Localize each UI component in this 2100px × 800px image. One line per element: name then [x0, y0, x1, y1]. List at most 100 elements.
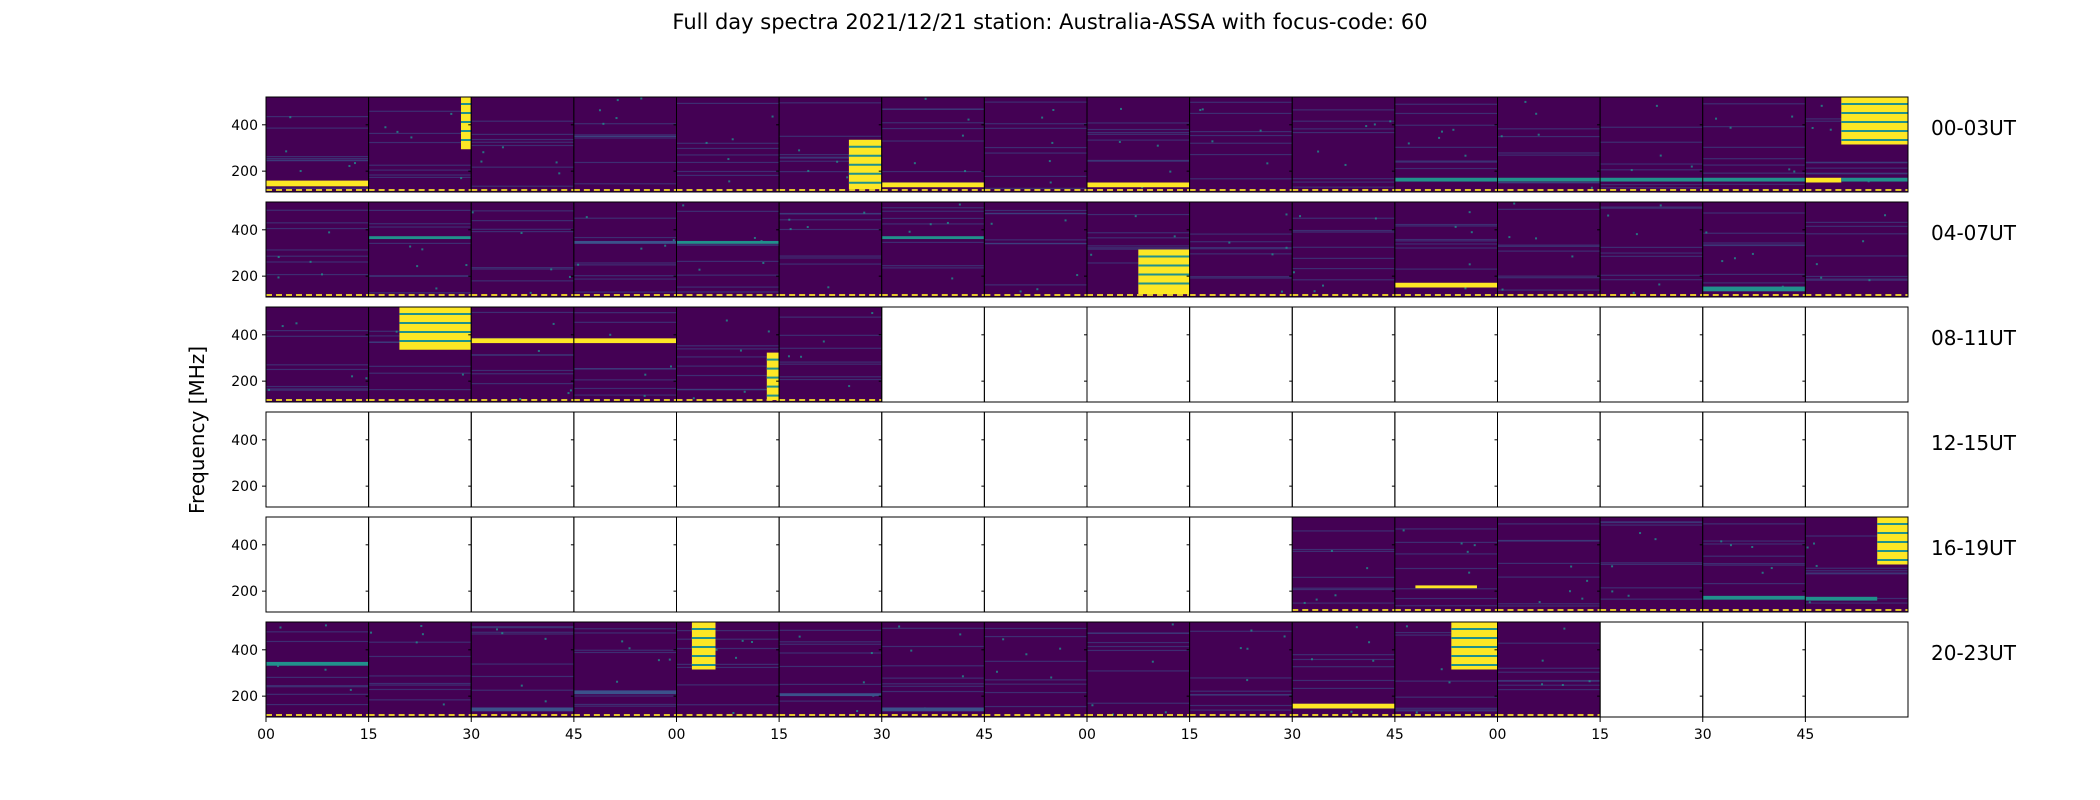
spectrum-noise-line	[1292, 654, 1395, 656]
spectrum-noise-line	[1292, 178, 1395, 180]
spectrum-speckle	[1259, 129, 1262, 132]
spectrum-background	[779, 307, 882, 402]
spectrum-speckle	[461, 373, 464, 376]
spectrum-panel	[570, 201, 677, 298]
spectrum-noise-line	[1292, 602, 1395, 604]
spectrum-speckle	[725, 319, 728, 322]
spectrum-noise-line	[1805, 279, 1908, 281]
spectrum-panel	[468, 201, 575, 298]
spectrum-panel	[265, 516, 370, 613]
panel-frame	[1804, 516, 1909, 613]
spectrum-speckle	[567, 392, 570, 395]
spectrum-panel	[468, 411, 575, 508]
spectrum-noise-line	[881, 685, 985, 687]
spectrum-noise-line	[676, 210, 780, 212]
spectrum-noise-line	[1292, 548, 1395, 551]
x-tick-label: 15	[1591, 727, 1609, 743]
spectrum-noise-line	[1394, 223, 1498, 226]
spectrum-signal	[1702, 595, 1806, 600]
spectrum-background	[1292, 97, 1395, 192]
spectrum-noise-line	[368, 164, 472, 166]
spectrum-band	[460, 139, 472, 141]
spectrum-speckle	[1571, 255, 1574, 258]
panel-frame	[881, 306, 985, 403]
chart-title: Full day spectra 2021/12/21 station: Aus…	[672, 10, 1428, 34]
spectrum-band	[766, 376, 780, 379]
spectrum-speckle	[1791, 115, 1794, 118]
spectrum-speckle	[321, 273, 324, 276]
spectrum-noise-line	[1394, 709, 1498, 711]
spectrum-noise-line	[1394, 597, 1498, 600]
spectrum-noise-line	[779, 700, 882, 702]
spectrum-noise-line	[471, 228, 574, 230]
spectrum-background	[1805, 202, 1908, 297]
spectrum-noise-line	[1600, 169, 1703, 171]
spectrum-noise-line	[266, 187, 369, 189]
panel-frame	[573, 411, 677, 508]
spectrum-speckle	[1466, 550, 1469, 553]
spectrum-band	[1841, 121, 1908, 123]
spectrum-noise-line	[881, 170, 985, 173]
spectrum-noise-line	[573, 275, 677, 277]
spectrum-noise-line	[471, 141, 574, 143]
spectrum-panel	[1802, 516, 1909, 613]
spectrum-noise-line	[471, 631, 574, 633]
spectrum-speckle	[628, 647, 631, 650]
y-tick-label: 400	[231, 328, 258, 344]
spectrum-noise-line	[573, 137, 677, 139]
spectrum-noise-line	[676, 260, 780, 262]
spectrum-noise-line	[1292, 120, 1395, 122]
spectrum-noise-line	[676, 174, 780, 176]
spectrum-signal	[573, 240, 677, 244]
spectrum-band	[399, 340, 472, 342]
spectrum-noise-line	[1497, 208, 1601, 210]
spectrum-speckle	[1118, 140, 1121, 143]
spectrum-background	[779, 622, 882, 717]
spectrum-band	[1841, 139, 1908, 141]
spectrum-speckle	[1448, 681, 1451, 684]
panel-frame	[1291, 306, 1396, 403]
spectrum-speckle	[281, 325, 284, 328]
spectrum-speckle	[353, 162, 356, 165]
spectrum-noise-line	[573, 695, 677, 697]
spectrum-speckle	[1303, 601, 1306, 604]
spectrum-noise-line	[368, 389, 472, 391]
spectrum-panel	[365, 96, 472, 193]
panel-frame	[676, 516, 780, 613]
spectrum-speckle	[295, 322, 298, 325]
spectrum-speckle	[1438, 136, 1441, 139]
spectrum-speckle	[739, 349, 742, 352]
spectrum-noise-line	[1600, 207, 1703, 209]
spectrum-background	[881, 97, 985, 192]
spectrum-speckle	[496, 628, 499, 631]
spectrum-speckle	[822, 340, 825, 343]
x-tick-label: 45	[975, 727, 993, 743]
spectrum-speckle	[1051, 141, 1054, 144]
spectrum-speckle	[598, 109, 601, 112]
spectrum-noise-line	[1497, 667, 1601, 669]
panel-frame	[1804, 621, 1909, 718]
spectrum-noise-line	[1702, 172, 1806, 174]
y-tick-label: 200	[231, 479, 258, 495]
spectrum-noise-line	[1292, 267, 1395, 270]
spectrum-noise-line	[1805, 275, 1908, 278]
spectrum-speckle	[908, 230, 911, 233]
spectrum-noise-line	[676, 147, 780, 150]
spectrum-speckle	[1721, 260, 1724, 263]
spectrum-speckle	[501, 632, 504, 635]
spectrum-speckle	[961, 675, 964, 678]
spectrum-speckle	[798, 149, 801, 152]
panel-frame	[1497, 306, 1601, 403]
spectrum-panel	[1597, 516, 1704, 613]
spectrum-panel	[1289, 621, 1396, 718]
spectrum-speckle	[846, 176, 849, 179]
spectrum-noise-line	[1292, 550, 1395, 553]
spectrum-noise-line	[676, 102, 780, 105]
spectrum-speckle	[1460, 542, 1463, 545]
spectrum-noise-line	[1292, 131, 1395, 134]
spectrum-noise-line	[1497, 562, 1601, 565]
spectrum-noise-line	[266, 159, 369, 161]
spectrum-background	[1497, 202, 1601, 297]
spectrum-noise-line	[779, 376, 882, 378]
spectrum-speckle	[409, 245, 412, 248]
